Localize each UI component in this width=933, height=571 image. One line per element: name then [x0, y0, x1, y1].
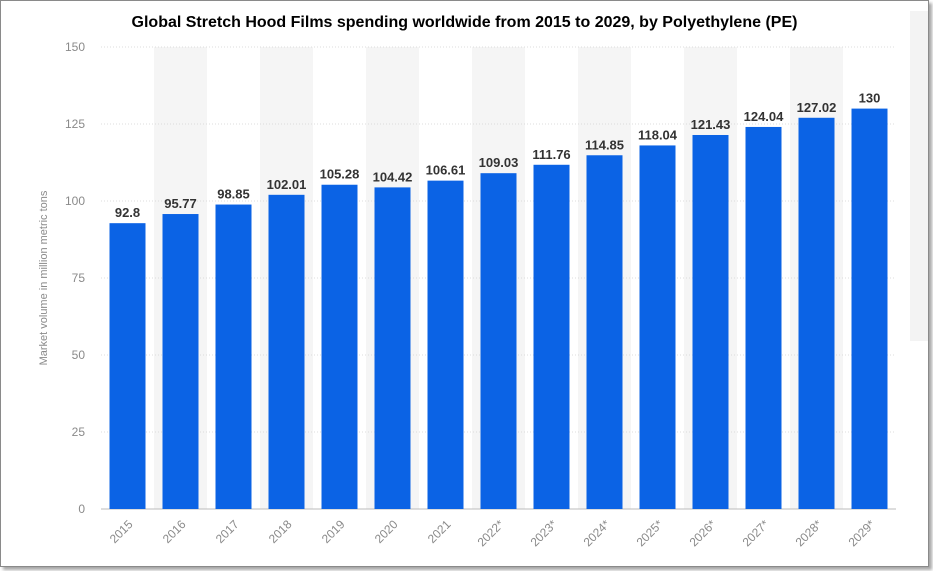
- x-axis-ticks: 2015 2016 2017 2018 2019 2020 2021 2022* 2023* 20…: [107, 517, 878, 549]
- y-tick-label: 0: [78, 502, 85, 516]
- x-tick-label: 2020: [372, 517, 401, 546]
- bar: [533, 164, 570, 509]
- value-labels: 92.8 95.77 98.85 102.01 105.28 104.42 106.61 10…: [115, 91, 881, 221]
- chart-title: Global Stretch Hood Films spending world…: [131, 14, 798, 31]
- side-panel-strip: [910, 11, 928, 341]
- data-label: 124.04: [744, 109, 785, 124]
- data-label: 105.28: [320, 167, 360, 182]
- data-label: 111.76: [532, 147, 570, 162]
- bar: [851, 108, 888, 509]
- x-tick-label: 2026*: [687, 517, 719, 549]
- y-tick-label: 100: [65, 194, 85, 208]
- y-tick-label: 125: [65, 117, 85, 131]
- data-label: 121.43: [691, 117, 731, 132]
- x-tick-label: 2015: [107, 517, 136, 546]
- bar: [586, 155, 623, 509]
- data-label: 130: [859, 91, 881, 106]
- data-label: 106.61: [426, 163, 466, 178]
- data-label: 104.42: [373, 169, 413, 184]
- bar: [109, 223, 146, 509]
- x-tick-label: 2029*: [846, 517, 878, 549]
- data-label: 109.03: [479, 155, 519, 170]
- x-tick-label: 2024*: [581, 517, 613, 549]
- data-label: 98.85: [217, 187, 250, 202]
- bar: [321, 184, 358, 509]
- bar: [745, 126, 782, 510]
- y-tick-label: 150: [65, 40, 85, 54]
- data-label: 95.77: [164, 196, 197, 211]
- data-label: 92.8: [115, 205, 140, 220]
- data-label: 102.01: [267, 177, 307, 192]
- bar: [798, 117, 835, 510]
- x-tick-label: 2019: [319, 517, 348, 546]
- x-tick-label: 2016: [160, 517, 189, 546]
- bar: [268, 194, 305, 509]
- data-label: 118.04: [638, 127, 678, 142]
- data-label: 114.85: [585, 137, 624, 152]
- bar: [215, 204, 252, 510]
- y-axis-ticks: 0 25 50 75 100 125 150: [65, 40, 85, 516]
- x-tick-label: 2018: [266, 517, 295, 546]
- y-tick-label: 50: [72, 348, 86, 362]
- bar: [639, 145, 676, 509]
- x-tick-label: 2023*: [528, 517, 560, 549]
- bars: [109, 108, 888, 510]
- data-label: 127.02: [797, 100, 837, 115]
- x-tick-label: 2028*: [793, 517, 825, 549]
- bar: [162, 214, 199, 510]
- x-tick-label: 2017: [213, 517, 242, 546]
- x-tick-label: 2021: [425, 517, 454, 546]
- y-axis-label: Market volume in million metric tons: [38, 190, 50, 365]
- bar: [692, 134, 729, 509]
- x-tick-label: 2022*: [475, 517, 507, 549]
- y-tick-label: 25: [72, 425, 86, 439]
- bar: [480, 173, 517, 509]
- x-tick-label: 2025*: [634, 517, 666, 549]
- bar: [374, 187, 411, 509]
- y-tick-label: 75: [72, 271, 86, 285]
- x-tick-label: 2027*: [740, 517, 772, 549]
- bar: [427, 180, 464, 509]
